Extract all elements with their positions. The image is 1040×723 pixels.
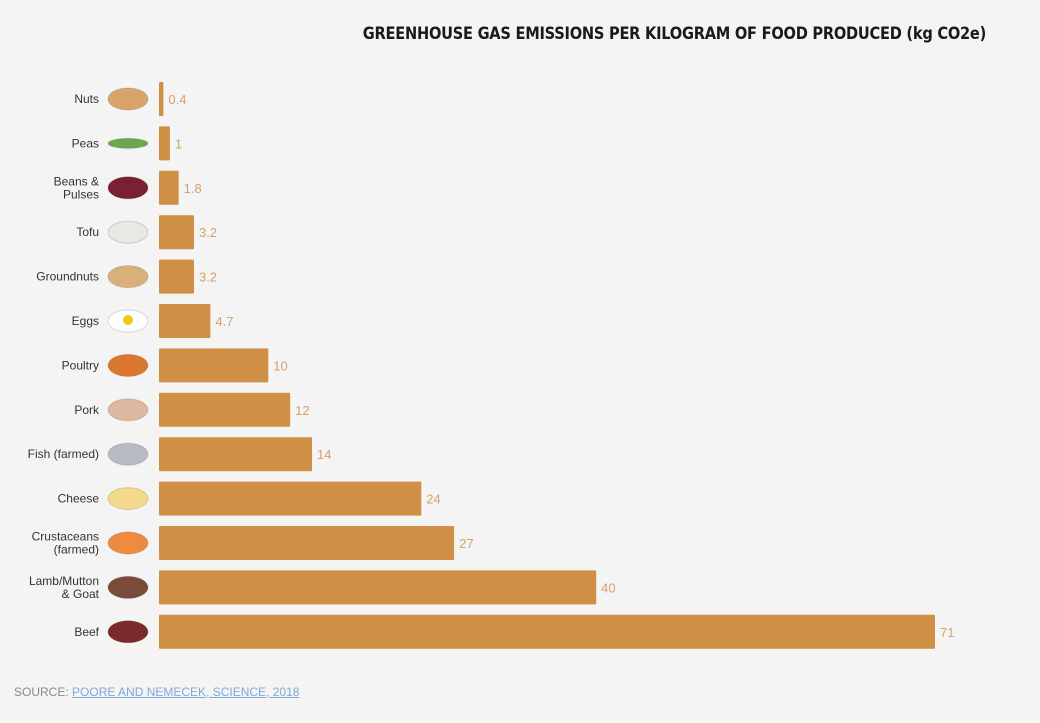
value-label: 4.7 bbox=[215, 314, 233, 329]
value-label: 0.4 bbox=[168, 92, 186, 107]
value-label: 3.2 bbox=[199, 270, 217, 285]
category-label: Nuts bbox=[74, 92, 99, 106]
bar bbox=[159, 215, 194, 250]
bar bbox=[159, 437, 313, 472]
value-label: 12 bbox=[295, 403, 309, 418]
bar bbox=[159, 614, 935, 649]
category-label: Groundnuts bbox=[36, 270, 99, 284]
value-label: 1 bbox=[175, 136, 182, 151]
category-label: Tofu bbox=[76, 225, 99, 239]
category-label: Eggs bbox=[72, 314, 99, 328]
value-label: 71 bbox=[940, 625, 954, 640]
value-label: 27 bbox=[459, 536, 473, 551]
category-label: Poultry bbox=[62, 358, 99, 372]
bar bbox=[159, 392, 291, 427]
bar bbox=[159, 348, 269, 383]
groundnuts-icon bbox=[107, 265, 149, 289]
value-label: 1.8 bbox=[184, 181, 202, 196]
egg-icon bbox=[107, 309, 149, 333]
peas-icon bbox=[107, 137, 149, 149]
lamb-icon bbox=[107, 575, 149, 599]
poultry-icon bbox=[107, 353, 149, 377]
category-label: Fish (farmed) bbox=[28, 447, 99, 461]
beans-icon bbox=[107, 176, 149, 200]
category-label: Pork bbox=[74, 403, 100, 417]
tofu-icon bbox=[107, 220, 149, 244]
bar bbox=[159, 126, 170, 161]
source-link[interactable]: POORE AND NEMECEK, SCIENCE, 2018 bbox=[72, 685, 300, 699]
category-label: Cheese bbox=[58, 492, 100, 506]
bar bbox=[159, 170, 179, 205]
value-label: 10 bbox=[273, 358, 287, 373]
bar bbox=[159, 481, 422, 516]
category-label: Lamb/Mutton & Goat bbox=[29, 574, 100, 601]
category-label: Beef bbox=[74, 625, 99, 639]
value-label: 24 bbox=[426, 492, 440, 507]
source-note: SOURCE: POORE AND NEMECEK, SCIENCE, 2018 bbox=[14, 685, 299, 699]
nuts-icon bbox=[107, 87, 149, 111]
bar bbox=[159, 526, 455, 560]
shrimp-icon bbox=[107, 531, 149, 555]
chart-title: GREENHOUSE GAS EMISSIONS PER KILOGRAM OF… bbox=[362, 24, 986, 44]
category-label: Crustaceans (farmed) bbox=[32, 530, 99, 557]
fish-icon bbox=[107, 442, 149, 466]
bar bbox=[159, 304, 211, 338]
category-label: Peas bbox=[72, 136, 99, 150]
pork-icon bbox=[107, 398, 149, 422]
bar bbox=[159, 570, 597, 605]
value-label: 3.2 bbox=[199, 225, 217, 240]
beef-icon bbox=[107, 620, 149, 644]
cheese-icon bbox=[107, 487, 149, 511]
category-label: Beans & Pulses bbox=[54, 174, 99, 201]
bar bbox=[159, 82, 164, 116]
value-label: 14 bbox=[317, 447, 331, 462]
value-label: 40 bbox=[601, 580, 615, 595]
source-prefix: SOURCE: bbox=[14, 685, 73, 699]
bar bbox=[159, 259, 194, 294]
